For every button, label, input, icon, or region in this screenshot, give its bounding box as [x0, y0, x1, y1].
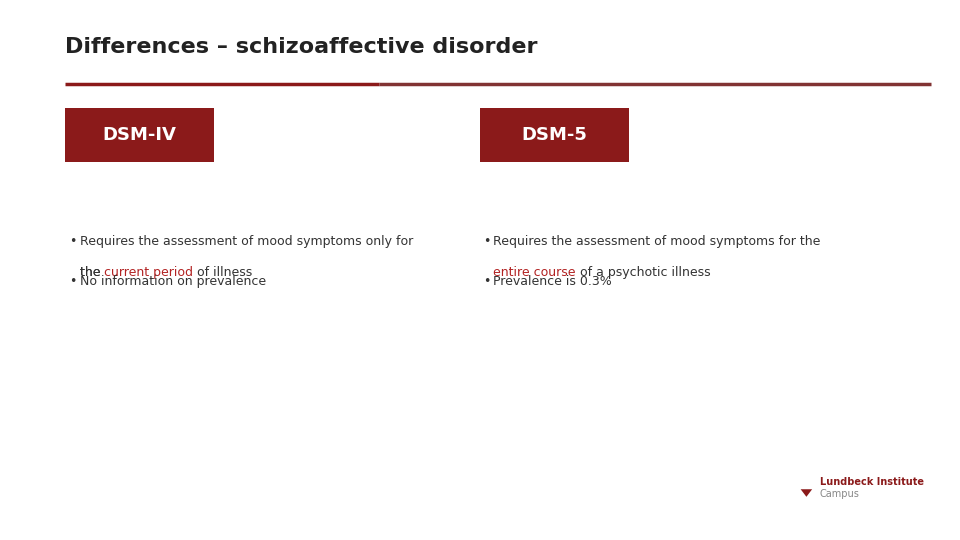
Text: •: •	[69, 275, 77, 288]
Text: the: the	[80, 266, 105, 279]
Text: of a psychotic illness: of a psychotic illness	[576, 266, 710, 279]
Text: •: •	[483, 275, 491, 288]
Text: of illness: of illness	[193, 266, 252, 279]
Text: Requires the assessment of mood symptoms only for: Requires the assessment of mood symptoms…	[80, 235, 413, 248]
Text: Campus: Campus	[820, 489, 860, 499]
Text: the: the	[80, 266, 105, 279]
Text: entire course: entire course	[493, 266, 576, 279]
Text: •: •	[69, 235, 77, 248]
Text: current period: current period	[105, 266, 193, 279]
Text: Requires the assessment of mood symptoms for the: Requires the assessment of mood symptoms…	[493, 235, 821, 248]
Polygon shape	[801, 489, 812, 497]
Text: DSM-5: DSM-5	[521, 126, 588, 144]
FancyBboxPatch shape	[65, 108, 214, 162]
Text: No information on prevalence: No information on prevalence	[80, 275, 266, 288]
Text: DSM-IV: DSM-IV	[103, 126, 177, 144]
FancyBboxPatch shape	[480, 108, 629, 162]
Text: •: •	[483, 235, 491, 248]
Text: Differences – schizoaffective disorder: Differences – schizoaffective disorder	[65, 37, 538, 57]
Text: the: the	[0, 539, 1, 540]
Text: Lundbeck Institute: Lundbeck Institute	[820, 477, 924, 487]
Text: Prevalence is 0.3%: Prevalence is 0.3%	[493, 275, 612, 288]
